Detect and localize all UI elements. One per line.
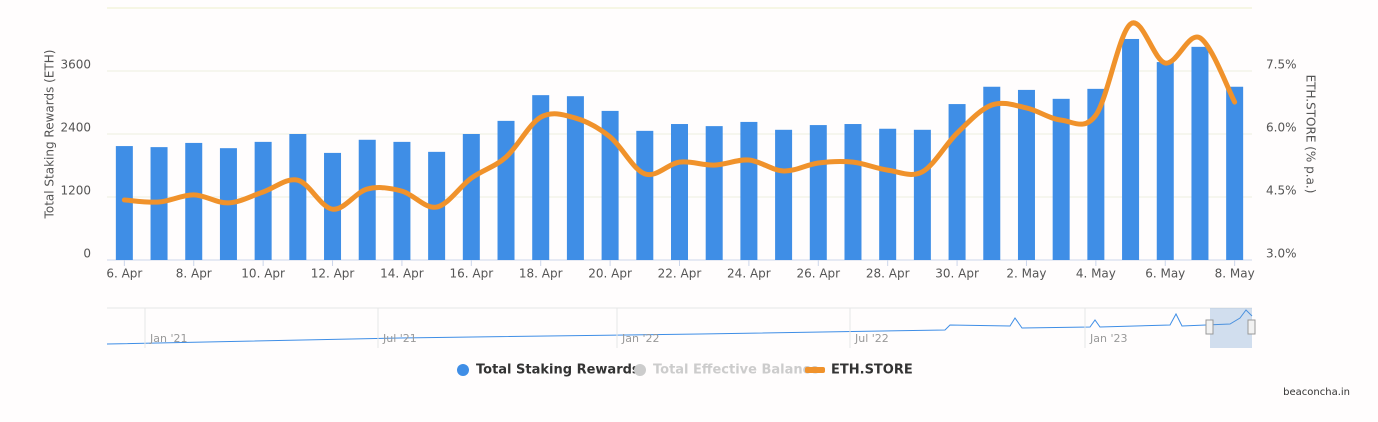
navigator: [106, 307, 1256, 348]
y2-axis-title: ETH.STORE (% p.a.): [1304, 75, 1318, 194]
bar: [324, 152, 342, 260]
y-axis-title: Total Staking Rewards (ETH): [43, 50, 57, 220]
legend-item[interactable]: Total Staking Rewards: [457, 363, 640, 378]
bar: [671, 124, 688, 261]
bar: [566, 96, 584, 260]
y-tick-label: 2400: [60, 121, 91, 135]
x-tick-label: 4. May: [1076, 267, 1116, 281]
bar: [1156, 62, 1174, 261]
legend-label: Total Effective Balance: [653, 363, 819, 378]
legend-item[interactable]: Total Effective Balance: [634, 363, 819, 378]
bar: [289, 134, 307, 260]
navigator-label: Jan '23: [1089, 332, 1127, 345]
credit: beaconcha.in: [1283, 387, 1350, 398]
bar: [601, 110, 619, 261]
bar: [358, 139, 376, 260]
bar: [462, 134, 480, 260]
bar: [879, 128, 897, 260]
legend-label: Total Staking Rewards: [476, 363, 640, 378]
bar: [532, 95, 550, 261]
bar: [497, 120, 515, 260]
bar: [254, 141, 272, 260]
navigator-label: Jul '22: [854, 332, 889, 345]
bar: [115, 146, 133, 260]
x-tick-label: 6. May: [1145, 267, 1185, 281]
x-tick-label: 30. Apr: [935, 267, 979, 281]
bar: [1122, 38, 1140, 260]
bar: [1052, 98, 1070, 260]
legend-label: ETH.STORE: [831, 363, 913, 378]
x-tick-label: 22. Apr: [658, 267, 702, 281]
bar: [636, 130, 654, 260]
bar: [775, 129, 793, 260]
y-tick-label: 0: [83, 247, 91, 261]
navigator-label: Jan '22: [621, 332, 659, 345]
legend-symbol: [457, 364, 469, 376]
bar: [1087, 88, 1105, 260]
bar: [740, 121, 758, 260]
legend-item[interactable]: ETH.STORE: [805, 363, 913, 378]
bar: [1017, 89, 1035, 261]
navigator-handle[interactable]: [1247, 319, 1256, 335]
x-tick-label: 8. Apr: [176, 267, 212, 281]
navigator-line: [106, 309, 1253, 345]
x-tick-label: 10. Apr: [241, 267, 285, 281]
x-tick-label: 14. Apr: [380, 267, 424, 281]
bar: [913, 129, 931, 260]
y2-tick-label: 7.5%: [1266, 58, 1297, 72]
y2-tick-label: 3.0%: [1266, 247, 1297, 261]
x-tick-label: 8. May: [1215, 267, 1255, 281]
bar: [844, 124, 862, 261]
line: [121, 20, 1238, 212]
navigator-selection[interactable]: [1210, 308, 1252, 348]
x-tick-label: 18. Apr: [519, 267, 563, 281]
legend-symbol: [634, 364, 646, 376]
x-tick-label: 20. Apr: [588, 267, 632, 281]
bar: [948, 104, 966, 260]
navigator-label: Jul '21: [382, 332, 417, 345]
bar: [809, 125, 827, 260]
x-tick-label: 26. Apr: [796, 267, 840, 281]
bar: [1226, 86, 1244, 260]
x-tick-label: 6. Apr: [106, 267, 142, 281]
y2-tick-label: 4.5%: [1266, 184, 1297, 198]
navigator-label: Jan '21: [149, 332, 187, 345]
y-tick-label: 3600: [60, 58, 91, 72]
bar: [185, 142, 203, 260]
bar: [393, 141, 411, 260]
x-tick-label: 28. Apr: [866, 267, 910, 281]
bar: [983, 86, 1001, 260]
x-tick-label: 2. May: [1006, 267, 1046, 281]
bar: [705, 126, 723, 260]
x-tick-label: 16. Apr: [449, 267, 493, 281]
bar: [1191, 46, 1209, 260]
y2-tick-label: 6.0%: [1266, 121, 1297, 135]
y-tick-label: 1200: [60, 184, 91, 198]
x-tick-label: 12. Apr: [311, 267, 355, 281]
x-tick-label: 24. Apr: [727, 267, 771, 281]
navigator-handle[interactable]: [1205, 319, 1214, 335]
legend-symbol: [805, 367, 825, 373]
legend: Total Staking Rewards Total Effective Bal…: [457, 363, 913, 378]
